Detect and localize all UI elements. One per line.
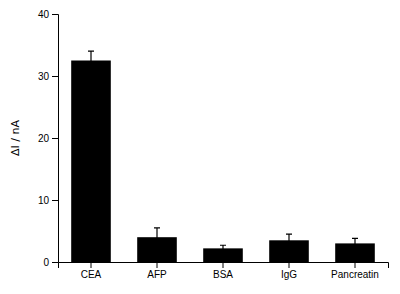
error-bar — [286, 234, 292, 246]
error-bar-line — [286, 234, 292, 246]
tick-mark — [52, 14, 58, 15]
marks — [71, 51, 375, 262]
tick: 30 — [38, 71, 58, 82]
y-axis: 0 10 20 30 40 — [38, 9, 59, 268]
error-bar — [352, 238, 358, 248]
tick: 40 — [38, 9, 58, 20]
tick-mark — [355, 262, 356, 268]
tick-label: 40 — [38, 9, 50, 20]
tick-mark — [52, 138, 58, 139]
tick-label: BSA — [213, 269, 233, 280]
error-bar-line — [88, 51, 94, 70]
tick-mark — [52, 76, 58, 77]
tick-mark — [223, 262, 224, 268]
error-bar-line — [154, 228, 160, 247]
tick-mark — [52, 262, 58, 263]
tick-label: 0 — [43, 257, 49, 268]
x-axis: CEA AFP BSA IgG Pancreatin — [59, 262, 389, 280]
error-bar-line — [352, 238, 358, 248]
tick-label: CEA — [81, 269, 102, 280]
tick: CEA — [81, 262, 102, 280]
axis-line — [52, 15, 59, 263]
y-axis-title: ΔI / nA — [9, 120, 22, 156]
tick: AFP — [147, 262, 167, 280]
tick: BSA — [213, 262, 233, 280]
tick-mark — [91, 262, 92, 268]
chart: 0 10 20 30 40 CEA AFP BSA IgG Pancreatin ΔI / nA — [0, 0, 400, 294]
axis-line — [59, 263, 389, 269]
tick: Pancreatin — [331, 262, 379, 280]
plot: 0 10 20 30 40 CEA AFP BSA IgG Pancreatin — [38, 9, 389, 280]
error-bar — [154, 228, 160, 247]
error-bar — [88, 51, 94, 70]
tick-label: AFP — [147, 269, 167, 280]
tick-label: IgG — [281, 269, 297, 280]
tick-label: Pancreatin — [331, 269, 379, 280]
bar — [71, 61, 111, 263]
tick-label: 30 — [38, 71, 50, 82]
tick-label: 20 — [38, 133, 50, 144]
tick-label: 10 — [38, 195, 50, 206]
tick-mark — [157, 262, 158, 268]
tick: 20 — [38, 133, 58, 144]
tick-mark — [289, 262, 290, 268]
tick: 0 — [43, 257, 58, 268]
tick: 10 — [38, 195, 58, 206]
error-bar — [220, 245, 226, 251]
tick: IgG — [281, 262, 297, 280]
error-bar-line — [220, 245, 226, 251]
tick-mark — [52, 200, 58, 201]
